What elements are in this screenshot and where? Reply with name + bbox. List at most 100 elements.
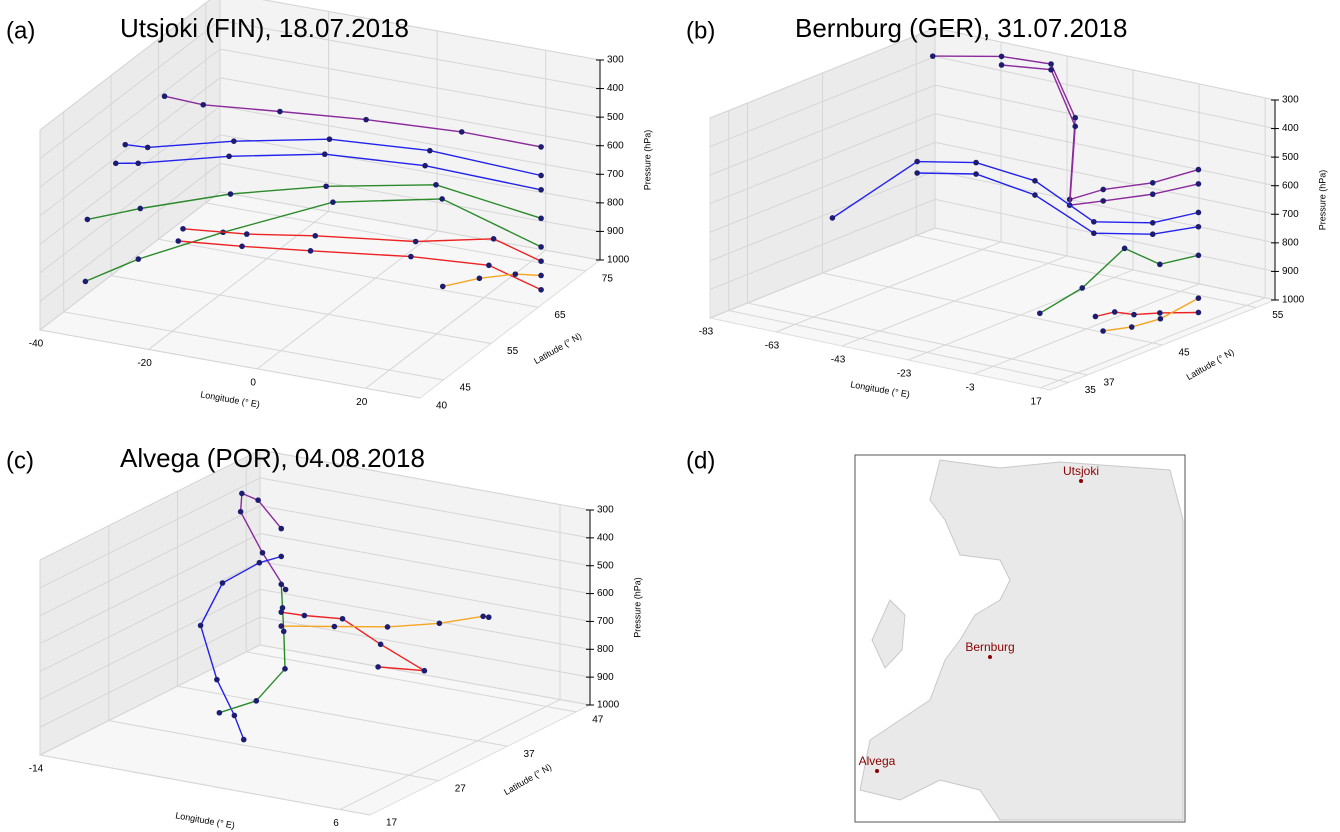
grid-line [39,644,591,756]
trajectory-point [1091,230,1097,237]
trajectory-point [512,271,519,277]
z-tick-label: 400 [597,532,614,543]
place-label: Utsjoki [1063,464,1099,478]
trajectory-point [137,205,144,212]
trajectory-point [1091,218,1097,225]
z-tick-label: 700 [1282,209,1299,220]
trajectory-point [84,216,91,223]
trajectory-point [375,664,381,670]
trajectory-point [1128,324,1135,330]
z-tick-label: 500 [1282,152,1299,163]
x-axis-label: Longitude (° E) [175,810,236,830]
trajectory-point [1100,198,1107,204]
trajectory-point [377,641,384,648]
trajectory [178,240,542,291]
trajectory [182,228,542,262]
x-tick-label: -63 [765,341,780,352]
x-tick-label: -43 [831,355,846,366]
x-tick-label: -3 [966,383,975,394]
trajectory-point [256,559,263,566]
chart-title: Bernburg (GER), 31.07.2018 [795,13,1127,43]
trajectory-point [323,183,329,190]
grid-line [39,0,601,131]
trajectory-point [1048,66,1054,73]
trajectory-point [1037,310,1043,317]
x-tick-label: -40 [29,339,44,350]
trajectory-point [458,129,465,135]
trajectory-point [197,622,204,629]
trajectory-point [239,243,245,250]
trajectory-point [279,605,286,611]
trajectory [1103,297,1199,332]
trajectory-point [253,698,260,704]
y-tick-label: 75 [602,274,614,285]
trajectory-point [538,272,544,279]
z-tick-label: 800 [607,197,624,208]
chart-title: Alvega (POR), 04.08.2018 [120,443,425,473]
trajectory-point [1195,166,1202,173]
trajectory-point [1149,191,1156,198]
trajectory-point [829,215,836,221]
trajectory-point [363,116,369,123]
trajectory-point [1032,192,1038,198]
x-axis-label: Longitude (° E) [200,389,261,409]
trajectory-point [538,172,544,179]
trajectory-point [307,248,314,254]
grid-line [39,20,601,159]
y-tick-label: 55 [507,346,519,357]
trajectory-point [161,93,168,100]
trajectory-point [330,199,336,205]
grid-line [39,134,601,274]
trajectory-point [122,141,129,148]
y-tick-label: 45 [1179,348,1191,359]
place-label: Bernburg [965,640,1014,654]
trajectory-point [1195,209,1202,216]
trajectory-point [421,667,428,674]
y-tick-label: 65 [554,310,566,321]
trajectory [115,153,542,191]
z-tick-label: 300 [607,55,624,66]
z-tick-label: 700 [597,616,614,627]
trajectory [442,273,542,288]
z-tick-label: 300 [1282,95,1299,106]
trajectory-point [480,613,486,620]
x-tick-label: 0 [250,377,256,388]
trajectory-point [476,275,483,282]
trajectory-point [433,181,439,188]
trajectory-point [1121,245,1128,252]
y-tick-label: 40 [436,401,448,412]
trajectory-point [1092,313,1099,320]
trajectory-point [973,171,979,177]
trajectory [164,95,542,148]
trajectory-point [200,101,207,108]
trajectory-point [282,666,288,672]
trajectory [87,184,542,221]
trajectory-point [1157,315,1164,322]
trajectory-point [231,712,238,719]
y-tick-label: 17 [386,818,398,829]
trajectory-point [259,549,266,556]
trajectory-point [538,186,544,193]
trajectory-point [1032,177,1038,184]
grid-line [39,477,591,589]
trajectory-point [436,620,443,627]
trajectory-point [278,581,285,588]
trajectory-point [439,283,446,290]
z-tick-label: 600 [607,140,624,151]
z-tick-label: 900 [607,226,624,237]
z-tick-label: 500 [607,112,624,123]
trajectory-point [384,624,391,630]
trajectory-point [237,508,244,515]
trajectory-point [1195,252,1202,259]
grid-line [39,48,601,188]
trajectory-point [1195,223,1202,230]
grid-line [709,227,1276,319]
y-tick-label: 37 [524,749,536,760]
grid-line [39,162,601,302]
x-tick-label: -20 [137,358,152,369]
z-tick-label: 700 [607,169,624,180]
trajectory [239,492,287,590]
panel-label: (d) [686,447,715,474]
y-tick-label: 35 [1085,385,1097,396]
grid-line [709,113,1276,205]
